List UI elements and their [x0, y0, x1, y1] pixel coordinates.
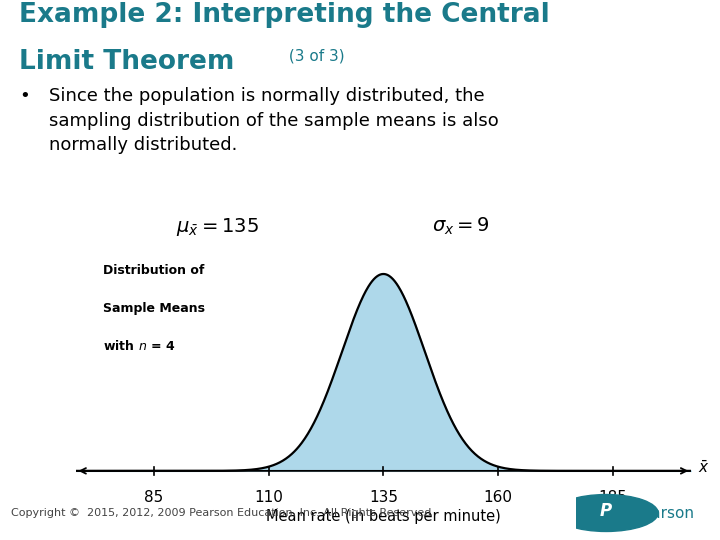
- Text: •: •: [19, 87, 30, 105]
- Text: Since the population is normally distributed, the
sampling distribution of the s: Since the population is normally distrib…: [49, 87, 499, 154]
- Text: Sample Means: Sample Means: [103, 301, 205, 315]
- Text: Distribution of: Distribution of: [103, 264, 204, 277]
- Text: Limit Theorem: Limit Theorem: [19, 49, 235, 75]
- Text: with $n$ = 4: with $n$ = 4: [103, 339, 176, 353]
- Text: Copyright ©  2015, 2012, 2009 Pearson Education, Inc. All Rights Reserved: Copyright © 2015, 2012, 2009 Pearson Edu…: [12, 508, 431, 518]
- Text: Pearson: Pearson: [633, 505, 694, 521]
- Text: P: P: [600, 502, 612, 520]
- X-axis label: Mean rate (in beats per minute): Mean rate (in beats per minute): [266, 509, 501, 524]
- Text: $\sigma_{x} = 9$: $\sigma_{x} = 9$: [432, 216, 490, 238]
- Text: $\bar{x}$: $\bar{x}$: [698, 461, 710, 476]
- Text: $\mu_{\bar{x}} = 135$: $\mu_{\bar{x}} = 135$: [176, 216, 259, 238]
- Circle shape: [554, 495, 658, 531]
- Text: (3 of 3): (3 of 3): [284, 49, 345, 64]
- Text: Example 2: Interpreting the Central: Example 2: Interpreting the Central: [19, 2, 550, 28]
